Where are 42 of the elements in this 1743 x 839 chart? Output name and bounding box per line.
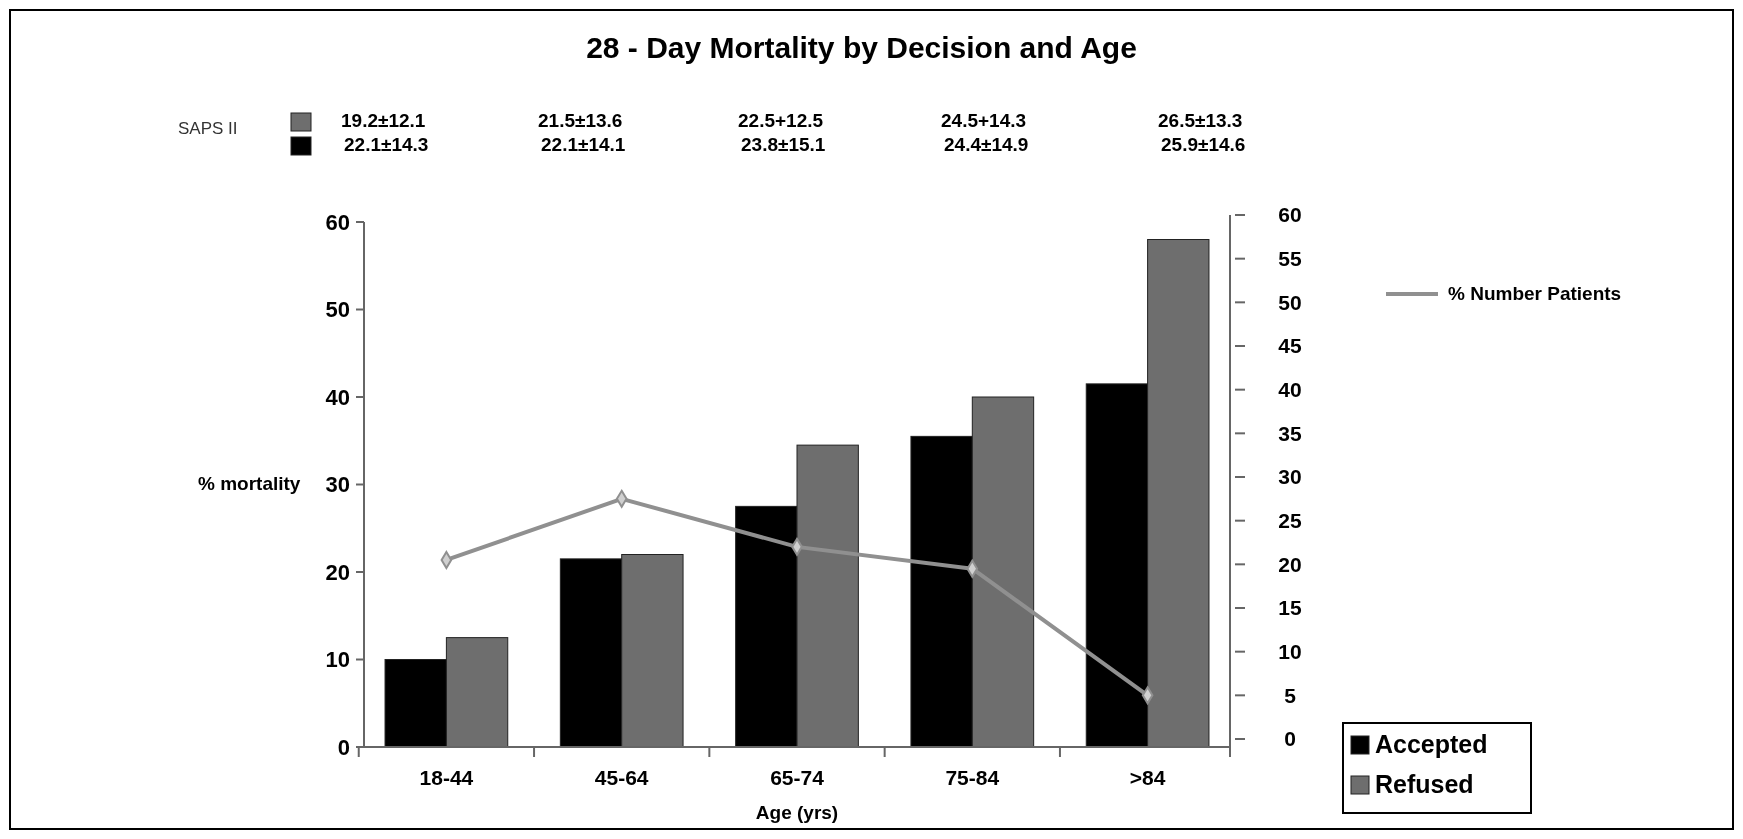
text: 23.8±15.1 [741, 134, 826, 155]
text: 22.1±14.1 [541, 134, 626, 155]
y2-tick-label: 40 [1278, 378, 1302, 402]
y2-tick-label: 10 [1278, 640, 1302, 664]
y-tick-label: 0 [337, 734, 350, 760]
y-tick-label: 50 [325, 297, 350, 323]
y-tick-label: 60 [325, 209, 350, 235]
text: 21.5±13.6 [538, 110, 623, 131]
x-tick-label: 18-44 [419, 766, 474, 789]
chart-title: 28 - Day Mortality by Decision and Age [586, 31, 1137, 64]
text: 26.5±13.3 [1158, 110, 1243, 131]
y-tick-label: 30 [325, 472, 350, 498]
y2-tick-label: 0 [1284, 727, 1296, 751]
y-tick-label: 20 [325, 559, 350, 585]
text: 24.4±14.9 [944, 134, 1029, 155]
y2-tick-label: 50 [1278, 290, 1302, 314]
legend-label: % Number Patients [1448, 283, 1622, 304]
text: SAPS II [178, 119, 238, 138]
y2-tick-label: 5 [1284, 683, 1297, 707]
y2-tick-label: 35 [1278, 421, 1302, 445]
text: 22.1±14.3 [344, 134, 429, 155]
text: 25.9±14.6 [1161, 134, 1246, 155]
text: 19.2±12.1 [341, 110, 426, 131]
x-tick-label: >84 [1129, 766, 1166, 789]
y2-tick-label: 20 [1278, 552, 1302, 576]
x-tick-label: 45-64 [594, 766, 649, 789]
y-tick-label: 40 [325, 384, 350, 410]
text: 22.5+12.5 [738, 110, 824, 131]
x-tick-label: 65-74 [770, 766, 825, 789]
y2-tick-label: 60 [1278, 203, 1302, 227]
x-axis-title: Age (yrs) [755, 802, 839, 823]
y2-tick-label: 55 [1278, 247, 1302, 271]
legend-label: Refused [1375, 770, 1474, 798]
y2-tick-label: 30 [1278, 465, 1302, 489]
x-tick-label: 75-84 [945, 766, 1000, 789]
y2-tick-label: 45 [1278, 334, 1302, 358]
y2-tick-label: 15 [1278, 596, 1302, 620]
y-tick-label: 10 [325, 647, 350, 673]
legend-label: Accepted [1375, 730, 1488, 758]
y-axis-title: % mortality [198, 472, 301, 494]
y2-tick-label: 25 [1278, 509, 1302, 533]
text: 24.5+14.3 [941, 110, 1027, 131]
